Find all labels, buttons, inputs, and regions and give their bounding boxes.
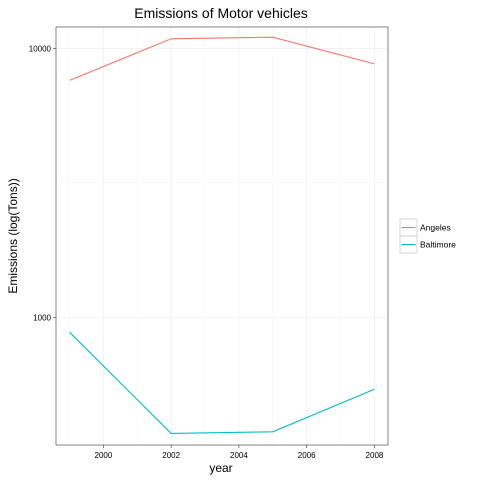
x-axis: 2000 2002 2004 2006 2008 <box>95 445 384 460</box>
x-tick-label: 2004 <box>230 451 248 460</box>
legend: Angeles Baltimore <box>399 218 456 254</box>
series-lines <box>69 36 375 434</box>
y-tick-label: 10000 <box>29 44 52 53</box>
grid <box>56 27 388 445</box>
x-axis-label: year <box>209 461 232 475</box>
x-tick-label: 2008 <box>366 451 384 460</box>
x-tick-label: 2002 <box>162 451 180 460</box>
x-tick-label: 2006 <box>298 451 316 460</box>
panel-border <box>55 26 389 446</box>
y-axis-label: Emissions (log(Tons)) <box>6 178 20 293</box>
chart-title: Emissions of Motor vehicles <box>134 5 308 21</box>
plot-panel <box>55 26 389 446</box>
x-tick-label: 2000 <box>95 451 113 460</box>
legend-label: Angeles <box>420 223 451 233</box>
y-axis: 1000 10000 <box>29 44 56 322</box>
y-tick-label: 1000 <box>33 313 51 322</box>
legend-label: Baltimore <box>420 240 456 250</box>
series-line-angeles <box>69 36 375 81</box>
series-line-baltimore <box>69 331 375 434</box>
